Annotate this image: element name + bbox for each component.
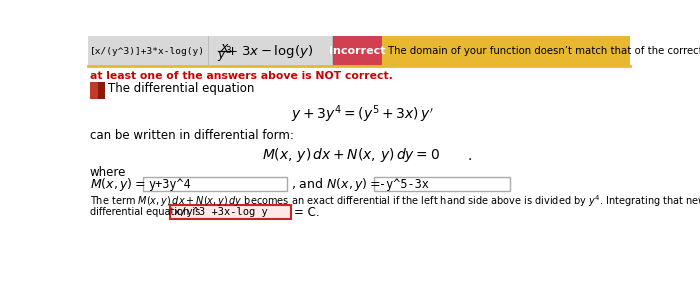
- Bar: [332, 36, 382, 66]
- Text: $+\ 3x - \log(y)$: $+\ 3x - \log(y)$: [226, 43, 313, 60]
- Bar: [90, 82, 105, 99]
- Bar: [382, 36, 630, 66]
- Text: $y^3$: $y^3$: [217, 46, 232, 65]
- FancyBboxPatch shape: [170, 206, 291, 219]
- Text: can be written in differential form:: can be written in differential form:: [90, 129, 294, 142]
- Bar: [208, 36, 332, 66]
- Bar: [90, 82, 98, 99]
- Text: Incorrect: Incorrect: [328, 46, 385, 56]
- Text: -y^5-3x: -y^5-3x: [379, 178, 429, 191]
- Text: differential equation is: differential equation is: [90, 207, 206, 217]
- Text: The domain of your function doesn’t match that of the correct answer: The domain of your function doesn’t matc…: [389, 46, 700, 56]
- Text: $y + 3y^4 = (y^5 + 3x)\,y'$: $y + 3y^4 = (y^5 + 3x)\,y'$: [291, 103, 434, 125]
- Text: .: .: [468, 149, 472, 163]
- Text: , and $N(x, y) =$: , and $N(x, y) =$: [290, 176, 380, 193]
- Text: [x/(y^3)]+3*x-log(y): [x/(y^3)]+3*x-log(y): [90, 47, 205, 56]
- Text: at least one of the answers above is NOT correct.: at least one of the answers above is NOT…: [90, 71, 393, 81]
- Text: $M(x,\,y)\,dx + N(x,\,y)\,dy = 0$: $M(x,\,y)\,dx + N(x,\,y)\,dy = 0$: [262, 146, 440, 164]
- FancyBboxPatch shape: [143, 178, 287, 191]
- Text: $x$: $x$: [220, 41, 230, 54]
- Text: y+3y^4: y+3y^4: [148, 178, 190, 191]
- Text: = C.: = C.: [295, 206, 320, 219]
- Text: The term $M(x, y)\,dx + N(x, y)\,dy$ becomes an exact differential if the left h: The term $M(x, y)\,dx + N(x, y)\,dy$ bec…: [90, 193, 700, 209]
- Bar: [88, 66, 630, 271]
- Text: The differential equation: The differential equation: [108, 81, 255, 95]
- Bar: [88, 36, 208, 66]
- Text: where: where: [90, 165, 126, 178]
- FancyBboxPatch shape: [374, 178, 510, 191]
- Text: x/y^3 +3x-log y: x/y^3 +3x-log y: [174, 207, 268, 217]
- Text: $M(x, y) =$: $M(x, y) =$: [90, 176, 146, 193]
